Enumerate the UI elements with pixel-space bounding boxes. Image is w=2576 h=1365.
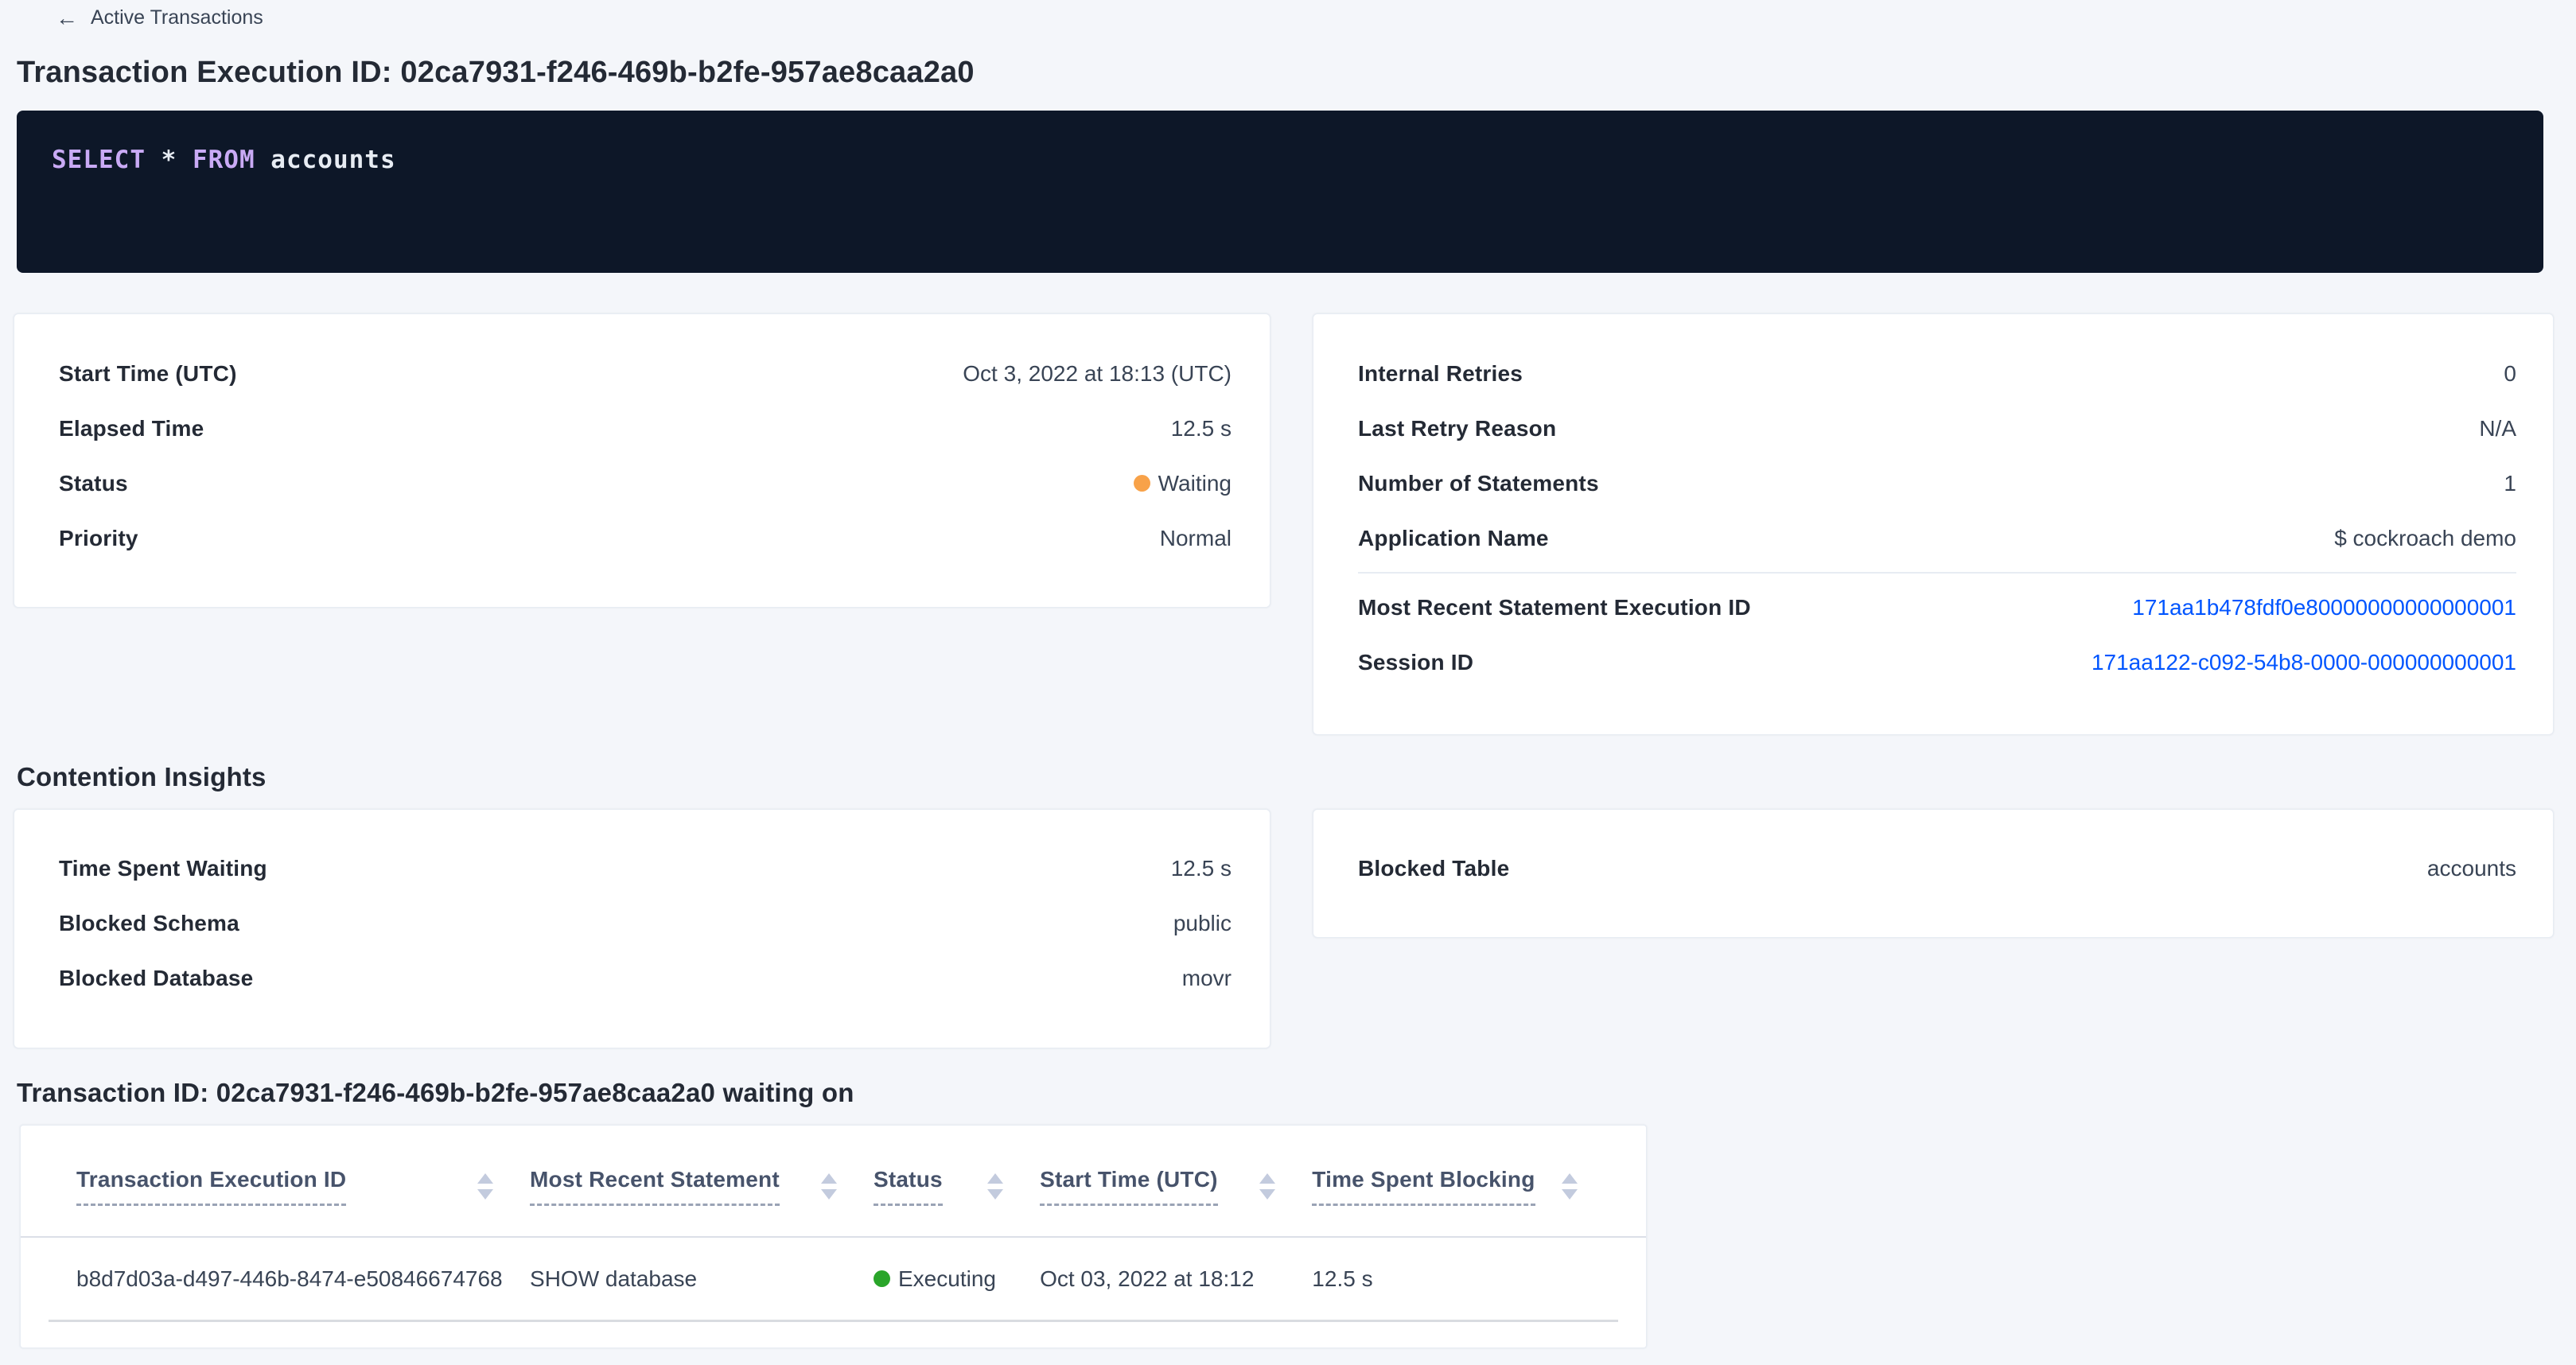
status-label: Status: [59, 470, 128, 496]
summary-row: Session ID 171aa122-c092-54b8-0000-00000…: [1358, 635, 2516, 690]
sort-arrows-icon[interactable]: [1562, 1173, 1578, 1200]
status-waiting-text: Waiting: [1158, 470, 1232, 496]
priority-label: Priority: [59, 525, 138, 550]
blocked-schema-value: public: [1173, 910, 1232, 935]
column-header-time-spent-blocking[interactable]: Time Spent Blocking: [1312, 1167, 1614, 1206]
summary-row: Internal Retries 0: [1358, 346, 2516, 401]
overview-card-left: Start Time (UTC) Oct 3, 2022 at 18:13 (U…: [14, 313, 1270, 608]
elapsed-time-value: 12.5 s: [1170, 415, 1232, 441]
summary-row: Status Waiting: [59, 456, 1232, 511]
blocked-schema-label: Blocked Schema: [59, 910, 239, 935]
summary-row: Blocked Database movr: [59, 951, 1232, 1005]
cell-most-recent-statement: SHOW database: [530, 1266, 698, 1291]
column-header-label[interactable]: Most Recent Statement: [530, 1167, 780, 1206]
sql-statement-box: SELECT * FROM accounts: [17, 111, 2543, 273]
contention-card-left: Time Spent Waiting 12.5 s Blocked Schema…: [14, 809, 1270, 1048]
blocked-table-value: accounts: [2426, 855, 2516, 881]
back-arrow-icon: ←: [56, 5, 78, 30]
summary-row: Most Recent Statement Execution ID 171aa…: [1358, 580, 2516, 635]
internal-retries-value: 0: [2504, 360, 2516, 386]
sort-arrows-icon[interactable]: [1259, 1173, 1276, 1200]
cell-status: Executing: [874, 1266, 1040, 1292]
cell-transaction-execution-id: b8d7d03a-d497-446b-8474-e50846674768: [76, 1266, 503, 1291]
column-header-status[interactable]: Status: [874, 1167, 1040, 1206]
sql-table-token: accounts: [255, 146, 396, 174]
application-name-value: $ cockroach demo: [2334, 525, 2516, 550]
contention-card-right: Blocked Table accounts: [1313, 809, 2554, 938]
sql-keyword-from: FROM: [192, 146, 255, 174]
back-to-active-transactions-link[interactable]: ← Active Transactions: [56, 6, 263, 29]
status-executing-dot-icon: [874, 1270, 890, 1287]
column-header-label[interactable]: Transaction Execution ID: [76, 1167, 347, 1206]
application-name-label: Application Name: [1358, 525, 1549, 550]
sql-star-token: *: [145, 146, 193, 174]
session-id-link[interactable]: 171aa122-c092-54b8-0000-000000000001: [2091, 649, 2516, 675]
contention-insights-heading: Contention Insights: [17, 762, 267, 791]
number-of-statements-value: 1: [2504, 470, 2516, 496]
column-header-most-recent-statement[interactable]: Most Recent Statement: [530, 1167, 874, 1206]
status-executing-text: Executing: [898, 1266, 996, 1291]
start-time-value: Oct 3, 2022 at 18:13 (UTC): [963, 360, 1232, 386]
waiting-on-table: Transaction Execution ID Most Recent Sta…: [20, 1125, 1647, 1348]
waiting-on-heading: Transaction ID: 02ca7931-f246-469b-b2fe-…: [17, 1078, 854, 1107]
number-of-statements-label: Number of Statements: [1358, 470, 1599, 496]
summary-row: Time Spent Waiting 12.5 s: [59, 841, 1232, 896]
sql-statement-code: SELECT * FROM accounts: [52, 146, 2508, 174]
summary-row: Blocked Schema public: [59, 896, 1232, 951]
blocked-table-label: Blocked Table: [1358, 855, 1510, 881]
column-header-label[interactable]: Status: [874, 1167, 943, 1206]
last-retry-reason-value: N/A: [2479, 415, 2516, 441]
cell-time-spent-blocking: 12.5 s: [1312, 1266, 1373, 1291]
status-waiting-dot-icon: [1133, 475, 1150, 492]
table-row-separator: [49, 1320, 1618, 1322]
table-row: b8d7d03a-d497-446b-8474-e50846674768 SHO…: [21, 1238, 1646, 1320]
waiting-on-table-header: Transaction Execution ID Most Recent Sta…: [21, 1126, 1646, 1238]
summary-row: Number of Statements 1: [1358, 456, 2516, 511]
elapsed-time-label: Elapsed Time: [59, 415, 204, 441]
card-divider: [1358, 572, 2516, 574]
back-link-label: Active Transactions: [91, 6, 263, 29]
last-retry-reason-label: Last Retry Reason: [1358, 415, 1557, 441]
status-value: Waiting: [1133, 470, 1232, 496]
most-recent-statement-execution-id-label: Most Recent Statement Execution ID: [1358, 594, 1751, 620]
page-title: Transaction Execution ID: 02ca7931-f246-…: [17, 56, 975, 89]
column-header-start-time[interactable]: Start Time (UTC): [1040, 1167, 1312, 1206]
overview-card-right: Internal Retries 0 Last Retry Reason N/A…: [1313, 313, 2554, 735]
summary-row: Start Time (UTC) Oct 3, 2022 at 18:13 (U…: [59, 346, 1232, 401]
most-recent-statement-execution-id-link[interactable]: 171aa1b478fdf0e80000000000000001: [2132, 594, 2516, 620]
summary-row: Last Retry Reason N/A: [1358, 401, 2516, 456]
sql-keyword-select: SELECT: [52, 146, 146, 174]
cell-start-time: Oct 03, 2022 at 18:12: [1040, 1266, 1255, 1291]
summary-row: Blocked Table accounts: [1358, 841, 2516, 896]
sort-arrows-icon[interactable]: [987, 1173, 1004, 1200]
summary-row: Application Name $ cockroach demo: [1358, 511, 2516, 566]
blocked-database-label: Blocked Database: [59, 965, 254, 990]
column-header-label[interactable]: Start Time (UTC): [1040, 1167, 1218, 1206]
sort-arrows-icon[interactable]: [477, 1173, 494, 1200]
summary-row: Elapsed Time 12.5 s: [59, 401, 1232, 456]
priority-value: Normal: [1159, 525, 1232, 550]
sort-arrows-icon[interactable]: [821, 1173, 837, 1200]
session-id-label: Session ID: [1358, 649, 1474, 675]
blocked-database-value: movr: [1181, 965, 1232, 990]
internal-retries-label: Internal Retries: [1358, 360, 1523, 386]
column-header-transaction-execution-id[interactable]: Transaction Execution ID: [76, 1167, 530, 1206]
time-spent-waiting-label: Time Spent Waiting: [59, 855, 267, 881]
time-spent-waiting-value: 12.5 s: [1170, 855, 1232, 881]
column-header-label[interactable]: Time Spent Blocking: [1312, 1167, 1535, 1206]
summary-row: Priority Normal: [59, 511, 1232, 566]
start-time-label: Start Time (UTC): [59, 360, 237, 386]
